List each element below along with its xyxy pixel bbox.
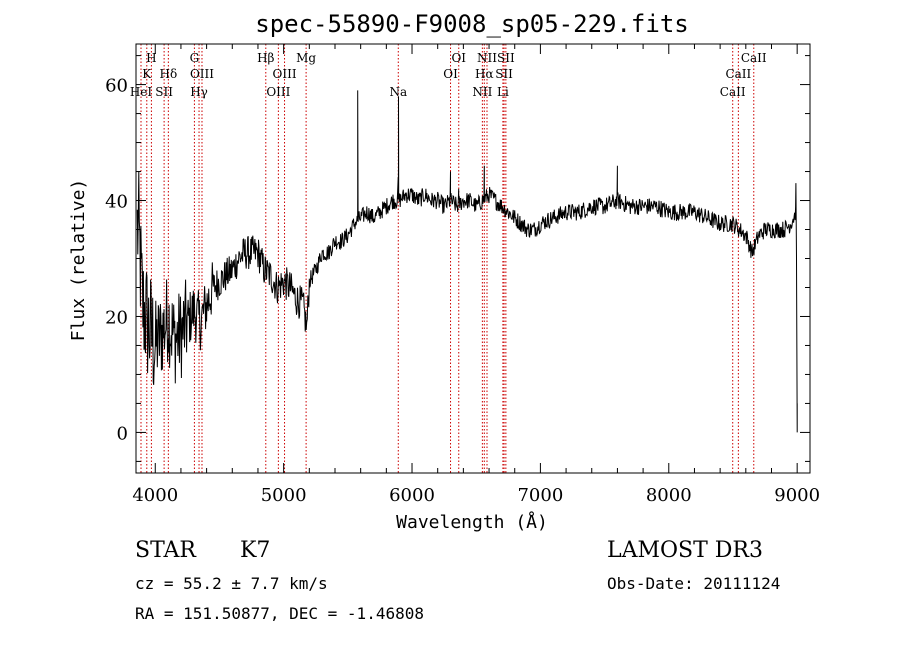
line-label: K (142, 67, 152, 81)
line-label: Hα (475, 67, 494, 81)
x-tick-label: 8000 (646, 485, 692, 506)
spectrum-group (136, 90, 798, 433)
x-tick-label: 7000 (517, 485, 563, 506)
object-class: STAR (135, 538, 196, 563)
spectrum-line (136, 90, 798, 433)
line-label: OI (443, 67, 458, 81)
line-label: OIII (190, 67, 214, 81)
x-tick-label: 5000 (261, 485, 307, 506)
line-label: HeI (130, 85, 153, 99)
line-label: SII (495, 67, 513, 81)
survey-name: LAMOST DR3 (607, 538, 763, 563)
line-label: OIII (266, 85, 290, 99)
observation-date: Obs-Date: 20111124 (607, 574, 781, 593)
line-label: Li (497, 85, 509, 99)
line-label: H (146, 51, 156, 65)
y-tick-label: 0 (117, 423, 128, 444)
line-label: NII (477, 51, 497, 65)
plot-frame (135, 43, 811, 474)
line-label: CaII (741, 51, 767, 65)
line-label: SII (155, 85, 173, 99)
line-label: OIII (273, 67, 297, 81)
line-label: CaII (720, 85, 746, 99)
line-label: Hδ (160, 67, 178, 81)
line-label: Hβ (257, 51, 274, 65)
line-label: Mg (296, 51, 316, 65)
y-tick-label: 60 (105, 76, 128, 97)
line-label: SII (497, 51, 515, 65)
x-tick-label: 6000 (389, 485, 435, 506)
object-subclass: K7 (240, 538, 271, 563)
line-label: NII (472, 85, 492, 99)
line-label: Hγ (190, 85, 208, 99)
x-axis: 4000 5000 6000 7000 8000 9000 (132, 44, 820, 506)
x-tick-label: 9000 (774, 485, 820, 506)
y-axis: 0 20 40 60 (105, 55, 810, 462)
line-label: G (190, 51, 200, 65)
line-markers (140, 44, 755, 473)
line-label: CaII (725, 67, 751, 81)
x-tick-label: 4000 (132, 485, 178, 506)
x-axis-label: Wavelength (Å) (396, 511, 548, 533)
y-axis-label: Flux (relative) (68, 179, 89, 342)
chart-title: spec-55890-F9008_sp05-229.fits (255, 10, 688, 38)
y-tick-label: 40 (105, 192, 128, 213)
line-label: OI (451, 51, 466, 65)
redshift-value: cz = 55.2 ± 7.7 km/s (135, 574, 328, 593)
line-label: Na (389, 85, 407, 99)
sky-coordinates: RA = 151.50877, DEC = -1.46808 (135, 604, 424, 623)
line-labels: HK HeI Hδ SII G OIII Hγ Hβ OIII OIII Mg Na OI OI NII Hα… (130, 51, 767, 99)
y-tick-label: 20 (105, 307, 128, 328)
